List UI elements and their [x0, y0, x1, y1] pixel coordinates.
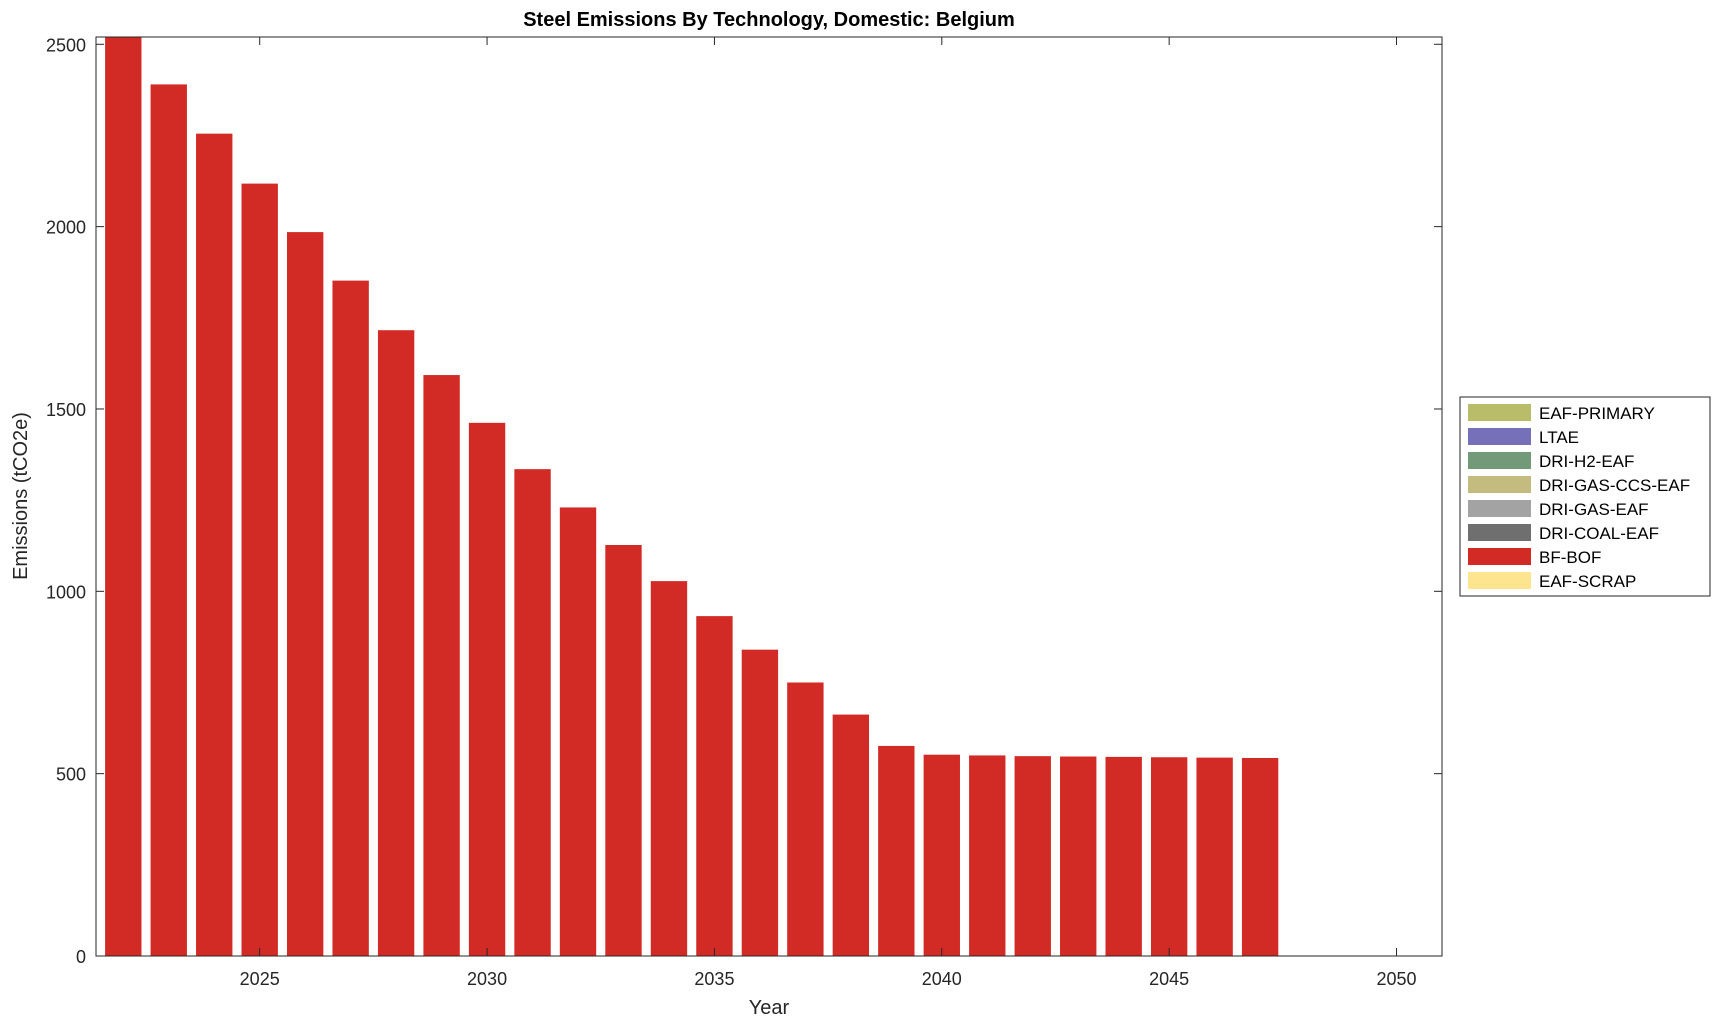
bar-bf-bof-2041: [969, 755, 1006, 956]
y-tick-label: 2500: [46, 35, 86, 55]
x-tick-label: 2045: [1149, 969, 1189, 989]
y-tick-label: 1500: [46, 400, 86, 420]
bar-bf-bof-2046: [1196, 757, 1233, 956]
ticks-layer: 2025 2030 2035 2040 2045 2050 0 500 1000 1500 2000…: [46, 35, 1442, 989]
legend-label-eaf-scrap: EAF-SCRAP: [1539, 572, 1636, 591]
y-tick-label: 0: [76, 947, 86, 967]
y-tick-label: 2000: [46, 218, 86, 238]
bar-bf-bof-2023: [150, 84, 187, 956]
bar-bf-bof-2022: [105, 37, 142, 956]
bar-bf-bof-2035: [696, 616, 733, 956]
bar-bf-bof-2036: [741, 649, 779, 956]
legend-label-dri-gas-ccs-eaf: DRI-GAS-CCS-EAF: [1539, 476, 1690, 495]
bars-layer: [105, 37, 1279, 957]
x-tick-label: 2035: [694, 969, 734, 989]
y-tick-label: 500: [56, 765, 86, 785]
bar-bf-bof-2034: [650, 581, 688, 956]
legend-swatch-ltae: [1468, 428, 1531, 445]
x-tick-label: 2050: [1377, 969, 1417, 989]
bar-bf-bof-2030: [468, 422, 506, 957]
y-axis-label: Emissions (tCO2e): [10, 412, 32, 580]
legend-swatch-dri-gas-eaf: [1468, 500, 1531, 517]
legend-label-bf-bof: BF-BOF: [1539, 548, 1601, 567]
chart-title: Steel Emissions By Technology, Domestic:…: [523, 9, 1015, 31]
bar-bf-bof-2038: [832, 714, 870, 956]
x-tick-label: 2040: [922, 969, 962, 989]
x-tick-label: 2025: [240, 969, 280, 989]
x-axis-label: Year: [749, 997, 790, 1019]
bar-bf-bof-2039: [878, 745, 915, 956]
legend-label-dri-coal-eaf: DRI-COAL-EAF: [1539, 524, 1659, 543]
bar-bf-bof-2028: [377, 330, 415, 956]
legend-items: EAF-PRIMARY LTAE DRI-H2-EAF DRI-GAS-CCS-EAF…: [1468, 404, 1690, 591]
legend-swatch-eaf-scrap: [1468, 572, 1531, 589]
legend-label-eaf-primary: EAF-PRIMARY: [1539, 404, 1655, 423]
bar-bf-bof-2031: [514, 469, 551, 956]
bar-bf-bof-2037: [787, 682, 824, 956]
legend-label-ltae: LTAE: [1539, 428, 1579, 447]
bar-bf-bof-2026: [286, 232, 324, 956]
axes-box: [95, 36, 1443, 957]
legend-label-dri-gas-eaf: DRI-GAS-EAF: [1539, 500, 1649, 519]
legend: EAF-PRIMARY LTAE DRI-H2-EAF DRI-GAS-CCS-EAF…: [1459, 396, 1711, 597]
x-tick-label: 2030: [467, 969, 507, 989]
bar-bf-bof-2045: [1150, 757, 1188, 956]
legend-swatch-bf-bof: [1468, 548, 1531, 565]
legend-swatch-eaf-primary: [1468, 404, 1531, 421]
bar-bf-bof-2044: [1105, 756, 1142, 956]
bar-bf-bof-2042: [1014, 756, 1051, 956]
bar-bf-bof-2040: [923, 754, 960, 956]
bar-bf-bof-2027: [332, 280, 369, 957]
bar-bf-bof-2025: [241, 183, 278, 956]
bar-bf-bof-2047: [1241, 757, 1279, 956]
bar-bf-bof-2033: [605, 545, 642, 956]
legend-swatch-dri-coal-eaf: [1468, 524, 1531, 541]
legend-label-dri-h2-eaf: DRI-H2-EAF: [1539, 452, 1634, 471]
bar-bf-bof-2024: [196, 133, 233, 956]
legend-swatch-dri-h2-eaf: [1468, 452, 1531, 469]
legend-swatch-dri-gas-ccs-eaf: [1468, 476, 1531, 493]
bar-bf-bof-2029: [423, 375, 460, 957]
bar-bf-bof-2043: [1060, 756, 1097, 956]
bar-bf-bof-2032: [559, 507, 597, 956]
y-tick-label: 1000: [46, 582, 86, 602]
